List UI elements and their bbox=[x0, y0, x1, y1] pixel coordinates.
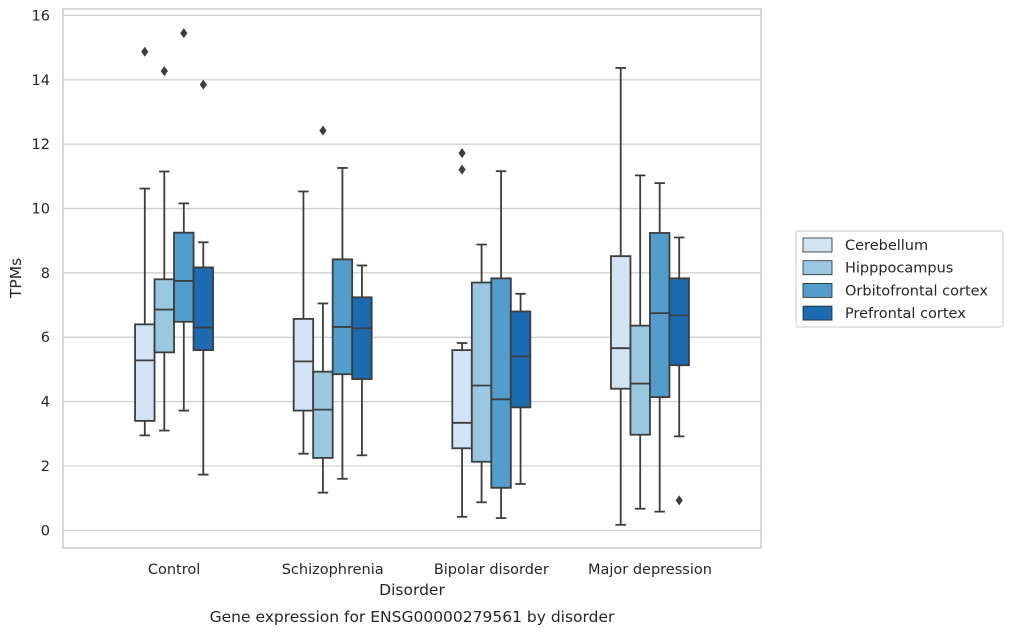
legend-label: Hipppocampus bbox=[845, 261, 953, 277]
chart-caption: Gene expression for ENSG00000279561 by d… bbox=[210, 608, 615, 626]
legend-swatch bbox=[802, 237, 833, 253]
y-tick-label: 10 bbox=[32, 202, 50, 218]
gridlines bbox=[63, 14, 761, 531]
x-tick-label: Major depression bbox=[588, 562, 712, 578]
box-3-1 bbox=[629, 174, 651, 510]
plot-area-frame bbox=[62, 8, 762, 549]
legend-label: Cerebellum bbox=[845, 238, 928, 254]
y-tick-label: 0 bbox=[41, 523, 50, 539]
legend-swatch bbox=[802, 305, 833, 321]
outlier-marker bbox=[141, 46, 149, 57]
box-body bbox=[629, 324, 651, 436]
box-body bbox=[610, 255, 632, 390]
box-3-0 bbox=[610, 66, 632, 526]
box-1-1 bbox=[312, 125, 334, 494]
outlier-marker bbox=[199, 79, 207, 90]
x-tick-label: Bipolar disorder bbox=[434, 562, 549, 578]
box-3-3 bbox=[668, 236, 690, 506]
x-axis-title: Disorder bbox=[379, 581, 445, 599]
x-tick-label: Control bbox=[148, 562, 200, 578]
box-2-3 bbox=[509, 292, 532, 485]
outlier-marker bbox=[180, 28, 188, 39]
box-1-0 bbox=[292, 190, 315, 455]
box-body bbox=[173, 231, 195, 323]
outlier-marker bbox=[458, 164, 466, 175]
box-body bbox=[668, 277, 690, 367]
outlier-marker bbox=[458, 148, 466, 159]
box-body bbox=[134, 323, 156, 422]
y-tick-label: 6 bbox=[41, 330, 50, 346]
y-axis-ticks: 0 2 4 6 8 10 12 14 16 bbox=[32, 8, 50, 539]
y-tick-label: 12 bbox=[32, 137, 50, 153]
box-0-3 bbox=[192, 79, 214, 476]
x-tick-label: Schizophrenia bbox=[282, 562, 384, 578]
legend-label: Prefrontal cortex bbox=[845, 306, 966, 322]
box-body bbox=[451, 349, 473, 450]
y-axis-title: TPMs bbox=[7, 258, 25, 299]
box-body bbox=[292, 317, 315, 412]
outlier-marker bbox=[675, 495, 683, 506]
box-body bbox=[649, 232, 671, 398]
x-axis-ticks: Control Schizophrenia Bipolar disorder Majo… bbox=[148, 562, 712, 578]
box-groups bbox=[134, 28, 690, 526]
legend-frame bbox=[795, 230, 1004, 328]
box-body bbox=[351, 296, 373, 380]
legend-swatch bbox=[802, 260, 833, 276]
y-tick-label: 2 bbox=[41, 459, 50, 475]
box-body bbox=[470, 281, 493, 463]
box-2-0 bbox=[451, 148, 473, 518]
outlier-marker bbox=[319, 125, 327, 136]
y-tick-label: 14 bbox=[32, 73, 50, 89]
y-tick-label: 8 bbox=[41, 266, 50, 282]
box-body bbox=[312, 370, 334, 459]
legend-swatch bbox=[802, 282, 833, 298]
legend-label: Orbitofrontal cortex bbox=[845, 283, 988, 299]
box-0-1 bbox=[153, 66, 175, 432]
box-1-3 bbox=[351, 264, 373, 457]
box-body bbox=[192, 266, 214, 351]
legend: Cerebellum Hipppocampus Orbitofrontal cort… bbox=[795, 230, 1004, 328]
box-body bbox=[509, 310, 532, 409]
y-tick-label: 4 bbox=[41, 395, 50, 411]
outlier-marker bbox=[160, 66, 168, 77]
box-body bbox=[490, 277, 512, 489]
box-body bbox=[153, 278, 175, 354]
box-0-0 bbox=[134, 46, 156, 437]
y-tick-label: 16 bbox=[32, 8, 50, 24]
box-body bbox=[331, 258, 354, 376]
